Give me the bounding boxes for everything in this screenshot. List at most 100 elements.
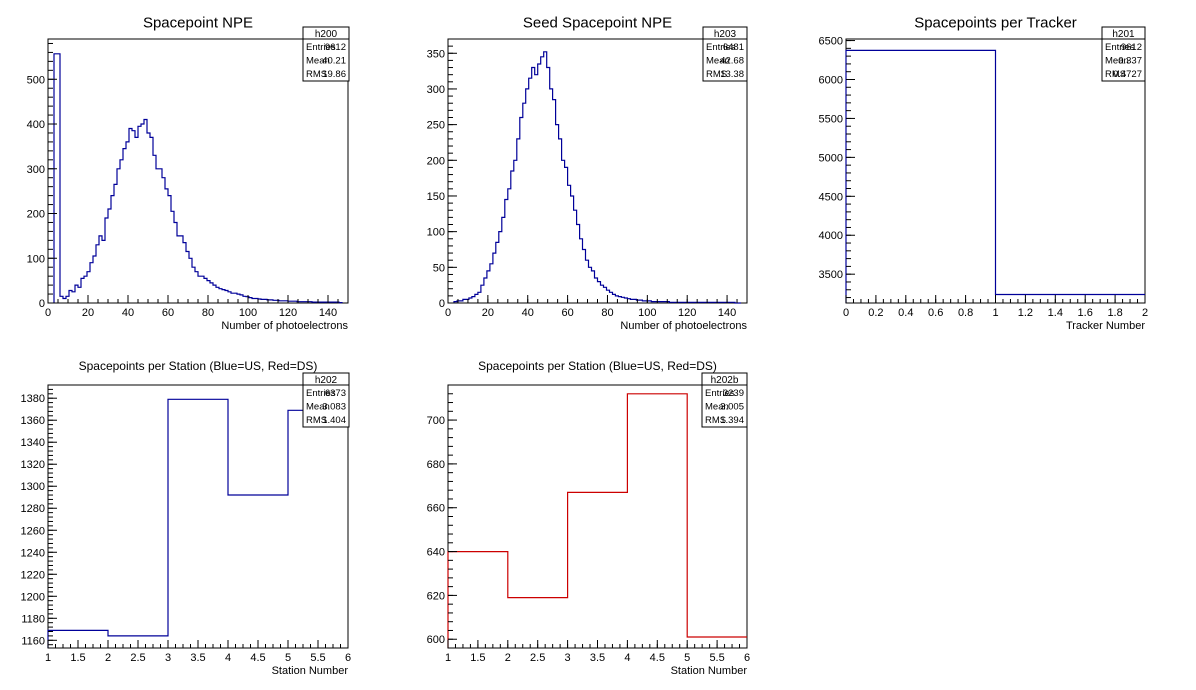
stats-box-frame [302, 26, 350, 82]
histogram-bin [642, 301, 645, 303]
histogram-bin [231, 293, 234, 303]
chart-title: Spacepoints per Station (Blue=US, Red=DS… [478, 359, 717, 373]
y-tick-label: 1180 [21, 613, 45, 625]
histogram-bin [550, 89, 553, 303]
histogram-bin [147, 133, 150, 303]
x-tick-label: 140 [718, 307, 736, 319]
histogram-bin [186, 252, 189, 303]
x-axis-label: Station Number [272, 665, 349, 677]
x-axis-label: Tracker Number [1066, 320, 1145, 332]
y-tick-label: 660 [427, 503, 445, 515]
histogram-bin [54, 54, 57, 303]
x-axis-label: Number of photoelectrons [221, 320, 348, 332]
histogram-bin [96, 245, 99, 303]
x-tick-label: 6 [744, 652, 750, 664]
histogram-bin [681, 302, 684, 303]
y-tick-label: 1280 [21, 503, 45, 515]
stats-label: Mean [706, 56, 730, 67]
histogram-bin [183, 243, 186, 303]
histogram-bin [204, 278, 207, 303]
histogram-bin [126, 142, 129, 303]
x-tick-label: 80 [202, 307, 214, 319]
histogram-bin [330, 302, 333, 303]
histogram-bin [252, 299, 255, 303]
histogram-bin [168, 399, 228, 648]
x-tick-label: 1.2 [1018, 307, 1033, 319]
histogram-bin [72, 292, 75, 303]
y-tick-label: 1320 [21, 459, 45, 471]
histogram-bin [288, 410, 348, 648]
histogram-bin [490, 264, 493, 303]
histogram-line [53, 53, 343, 304]
x-tick-label: 4 [225, 652, 231, 664]
x-tick-label: 5.5 [709, 652, 724, 664]
x-tick-label: 1.5 [70, 652, 85, 664]
x-tick-label: 3.5 [590, 652, 605, 664]
x-tick-label: 1.4 [1048, 307, 1063, 319]
histogram-bin [493, 253, 496, 303]
stats-label: Mean [306, 402, 330, 413]
histogram-bin [568, 492, 628, 648]
histogram-bin [565, 167, 568, 303]
x-tick-label: 2.5 [130, 652, 145, 664]
stats-value: 6481 [723, 42, 744, 53]
x-tick-label: 4.5 [650, 652, 665, 664]
histogram-bin [234, 293, 237, 303]
x-tick-label: 3 [565, 652, 571, 664]
stats-box-name: h203 [714, 29, 737, 40]
histogram-bin [156, 169, 159, 303]
histogram-bin [630, 299, 633, 303]
stats-label: RMS [705, 415, 726, 426]
x-tick-label: 1 [992, 307, 998, 319]
histogram-bin [538, 64, 541, 303]
stats-label: RMS [1105, 69, 1126, 80]
histogram-bin [264, 299, 267, 303]
histogram-panel-2: Spacepoints per Tracker 0 0.2 0.4 0.6 0.8 1 1.2… [819, 14, 1149, 332]
histogram-bin [580, 239, 583, 303]
stats-value: 3.083 [322, 402, 346, 413]
histogram-bin [114, 184, 117, 303]
histogram-bin [159, 169, 162, 303]
y-tick-label: 1240 [21, 547, 45, 559]
stats-label: RMS [306, 415, 327, 426]
histogram-bin [568, 185, 571, 303]
histogram-bin [648, 301, 651, 303]
histogram-bin [294, 301, 297, 303]
x-tick-label: 4 [624, 652, 630, 664]
histogram-bin [732, 302, 735, 303]
histogram-bin [532, 68, 535, 303]
histogram-line [447, 393, 747, 648]
y-tick-label: 1260 [21, 525, 45, 537]
histogram-bin [180, 236, 183, 303]
histogram-bin [312, 302, 315, 303]
y-tick-label: 1340 [21, 437, 45, 449]
histogram-bin [282, 301, 285, 303]
chart-title: Spacepoints per Tracker [914, 14, 1077, 31]
x-tick-label: 2 [505, 652, 511, 664]
stats-label: RMS [706, 69, 727, 80]
stats-value: 6373 [325, 388, 346, 399]
stats-label: Entries [306, 388, 336, 399]
histogram-bin [195, 272, 198, 303]
histogram-bin [448, 552, 508, 648]
histogram-bin [484, 278, 487, 303]
x-tick-label: 100 [239, 307, 257, 319]
y-tick-label: 4500 [819, 191, 843, 203]
histogram-bin [586, 260, 589, 303]
histogram-bin [210, 283, 213, 303]
histogram-bin [105, 218, 108, 303]
histogram-bin [846, 50, 996, 303]
histogram-bin [472, 297, 475, 303]
stats-box-frame [701, 372, 748, 428]
histogram-bin [729, 302, 732, 303]
y-tick-label: 3500 [819, 269, 843, 281]
y-tick-label: 700 [427, 415, 445, 427]
histogram-bin [520, 117, 523, 303]
histogram-bin [324, 302, 327, 303]
stats-label: Mean [306, 56, 330, 67]
stats-value: 0.4727 [1113, 69, 1142, 80]
x-tick-label: 2 [1142, 307, 1148, 319]
y-tick-label: 1200 [21, 591, 45, 603]
